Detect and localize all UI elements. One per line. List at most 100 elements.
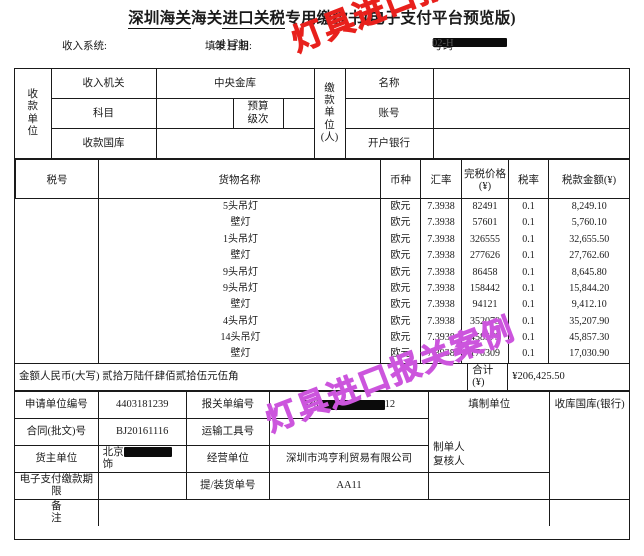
cell-tax-code (15, 231, 99, 249)
income-authority-label: 收入机关 (50, 69, 157, 99)
cell-goods-name: 壁灯 (98, 215, 381, 232)
payer-bank-label: 开户银行 (344, 128, 434, 159)
amount-in-words-label: 金额人民币(大写) (19, 371, 100, 383)
redaction-bar (433, 38, 507, 47)
table-row: 合同(批文)号 BJ20161116 运输工具号 (15, 417, 629, 446)
cell-goods-name: 壁灯 (98, 346, 381, 363)
treasury-bank-body (549, 498, 629, 526)
col-goods-name: 货物名称 (98, 159, 381, 199)
table-row: 收款国库 开户银行 (15, 128, 630, 159)
table-row: 1头吊灯 欧元 7.3938 326555 0.1 32,655.50 (15, 231, 630, 249)
cell-tax-code (15, 297, 99, 314)
table-row: 9头吊灯 欧元 7.3938 158442 0.1 15,844.20 (15, 280, 630, 298)
declaration-no-prefix: 530 (302, 399, 319, 411)
goods-body: 5头吊灯 欧元 7.3938 82491 0.1 8,249.10 壁灯 欧元 7.3938 57… (15, 198, 630, 363)
title-suffix: 专用缴款书(电子支付平台预览版) (285, 10, 516, 27)
owner-suffix: 饰 (102, 458, 114, 470)
year-unit: 年 (214, 41, 226, 52)
cell-duty-paid-value: 352079 (461, 313, 509, 331)
table-row: 壁灯 欧元 7.3938 94121 0.1 9,412.10 (15, 297, 630, 314)
cell-goods-name: 1头吊灯 (98, 231, 381, 249)
col-tax-code: 税号 (15, 159, 99, 199)
cell-exchange-rate: 7.3938 (420, 248, 462, 265)
cell-currency: 欧元 (380, 280, 421, 298)
contract-no-label: 合同(批文)号 (15, 417, 99, 446)
parties-table: 收款单位 收入机关 中央金库 缴款单位 (人) 名称 科目 预算 级次 账号 收款国… (15, 69, 630, 159)
bill-no-value: AA11 (268, 471, 430, 500)
cell-tax-code (15, 198, 99, 216)
payment-deadline-label: 电子支付缴款期限 (15, 471, 99, 500)
cell-tax-amount: 5,760.10 (548, 215, 630, 232)
cell-currency: 欧元 (380, 231, 421, 249)
cell-tax-amount: 45,857.30 (548, 330, 630, 347)
number-tail: 02-H (432, 38, 454, 49)
title-mid: 进口关税 (222, 10, 286, 29)
col-tax-rate: 税率 (508, 159, 549, 199)
declaration-no-value: 530 12 (268, 390, 430, 419)
cell-exchange-rate: 7.3938 (420, 264, 462, 281)
cell-tax-code (15, 346, 99, 363)
cell-currency: 欧元 (380, 346, 421, 363)
payer-bank-value[interactable] (432, 128, 630, 159)
filler-unit-spacer (428, 471, 551, 500)
bill-no-label: 提/装货单号 (185, 471, 270, 500)
cell-goods-name: 壁灯 (98, 248, 381, 265)
cell-duty-paid-value: 86458 (461, 264, 509, 281)
payer-name-value[interactable] (432, 69, 630, 99)
payee-treasury-value[interactable] (155, 128, 315, 159)
cell-tax-rate: 0.1 (508, 346, 549, 363)
cell-duty-paid-value: 158442 (461, 280, 509, 298)
table-row: 壁灯 欧元 7.3938 57601 0.1 5,760.10 (15, 215, 630, 232)
declaration-no-suffix: 12 (384, 399, 396, 411)
cell-tax-rate: 0.1 (508, 248, 549, 265)
cell-exchange-rate: 7.3938 (420, 280, 462, 298)
cell-exchange-rate: 7.3938 (420, 198, 462, 216)
treasury-bank-cell: 收库国库(银行) (549, 390, 629, 500)
cell-currency: 欧元 (380, 215, 421, 232)
payee-treasury-label: 收款国库 (50, 128, 157, 159)
table-row: 5头吊灯 欧元 7.3938 82491 0.1 8,249.10 (15, 198, 630, 216)
cell-tax-code (15, 313, 99, 331)
amount-in-words-cell: 金额人民币(大写) 贰拾万陆仟肆佰贰拾伍元伍角 (15, 362, 469, 391)
footer-table: 申请单位编号 4403181239 报关单编号 530 12 填制单位 制单人 复… (15, 390, 629, 526)
cell-goods-name: 5头吊灯 (98, 198, 381, 216)
cell-exchange-rate: 7.3938 (420, 330, 462, 347)
table-row: 备注 (15, 498, 629, 526)
reviewer-label: 复核人 (433, 455, 465, 467)
table-row: 4头吊灯 欧元 7.3938 352079 0.1 35,207.90 (15, 313, 630, 331)
cell-exchange-rate: 7.3938 (420, 313, 462, 331)
col-tax-amount: 税款金额(¥) (548, 159, 630, 199)
goods-header-row: 税号 货物名称 币种 汇率 完税价格(¥) 税率 税款金额(¥) (15, 159, 630, 199)
title-prefix: 深圳海关 (128, 10, 192, 29)
table-row: 14头吊灯 欧元 7.3938 458573 0.1 45,857.30 (15, 330, 630, 347)
payer-name-label: 名称 (344, 69, 434, 99)
form-frame: 收款单位 收入机关 中央金库 缴款单位 (人) 名称 科目 预算 级次 账号 收款国… (14, 68, 630, 540)
cell-currency: 欧元 (380, 313, 421, 331)
cell-tax-amount: 27,762.60 (548, 248, 630, 265)
cell-tax-rate: 0.1 (508, 297, 549, 314)
remark-label: 备注 (15, 498, 99, 526)
remark-value[interactable] (97, 498, 551, 526)
table-row: 货主单位 北京饰 经营单位 深圳市鸿亨利贸易有限公司 (15, 444, 629, 473)
subject-label: 科目 (50, 98, 157, 129)
applicant-no-value: 4403181239 (97, 390, 187, 419)
col-exchange-rate: 汇率 (420, 159, 462, 199)
table-row: 申请单位编号 4403181239 报关单编号 530 12 填制单位 制单人 复… (15, 390, 629, 500)
cell-exchange-rate: 7.3938 (420, 346, 462, 363)
month-unit: 月 (226, 41, 238, 52)
subject-value[interactable] (155, 98, 234, 129)
cell-tax-amount: 17,030.90 (548, 346, 630, 363)
cell-goods-name: 壁灯 (98, 297, 381, 314)
payer-account-value[interactable] (432, 98, 630, 129)
cell-exchange-rate: 7.3938 (420, 231, 462, 249)
budget-level-value[interactable] (282, 98, 315, 129)
cell-exchange-rate: 7.3938 (420, 297, 462, 314)
filler-unit-cell: 填制单位 制单人 复核人 (428, 390, 551, 473)
payer-group-label: 缴款单位 (人) (313, 69, 346, 159)
cell-currency: 欧元 (380, 330, 421, 347)
owner-prefix: 北京 (102, 446, 124, 458)
cell-goods-name: 9头吊灯 (98, 280, 381, 298)
cell-tax-rate: 0.1 (508, 264, 549, 281)
meta-row: 收入系统: 填发日期: 年 11 月 21 日 号码No.50102-H (0, 35, 644, 57)
